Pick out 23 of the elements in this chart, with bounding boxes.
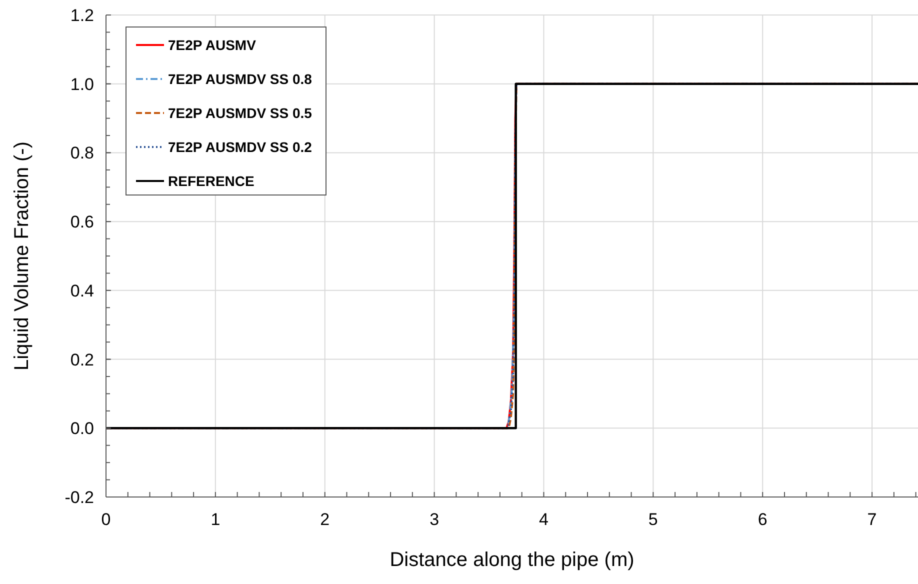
x-axis-title: Distance along the pipe (m) [390, 549, 634, 571]
x-tick-label: 0 [101, 510, 111, 529]
y-tick-label: 0.0 [70, 419, 94, 438]
y-tick-label: 0.2 [70, 350, 94, 370]
y-tick-label: 0.8 [70, 144, 94, 163]
y-tick-label: 1.0 [70, 74, 94, 94]
x-tick-label: 7 [867, 510, 877, 529]
x-tick-label: 2 [320, 510, 330, 529]
legend-label: 7E2P AUSMDV SS 0.8 [168, 71, 312, 87]
x-tick-label: 6 [758, 510, 768, 529]
y-tick-label: 0.4 [70, 281, 94, 300]
legend-label: 7E2P AUSMDV SS 0.5 [168, 105, 312, 121]
y-tick-label: -0.2 [64, 488, 94, 507]
legend-label: 7E2P AUSMV [168, 37, 257, 53]
x-tick-label: 5 [648, 510, 658, 529]
y-tick-label: 1.2 [70, 6, 94, 25]
x-tick-label: 4 [539, 510, 548, 529]
x-tick-label: 3 [430, 510, 440, 529]
legend-label: REFERENCE [168, 173, 254, 189]
legend-label: 7E2P AUSMDV SS 0.2 [168, 139, 312, 155]
y-axis-title: Liquid Volume Fraction (-) [11, 142, 33, 370]
y-tick-label: 0.6 [70, 212, 94, 232]
x-tick-label: 1 [210, 510, 220, 529]
